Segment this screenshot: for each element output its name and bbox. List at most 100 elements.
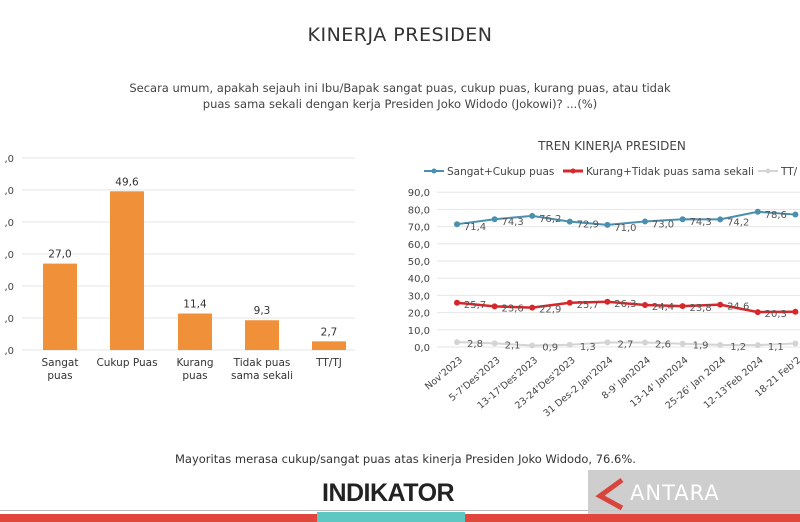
data-point	[792, 308, 799, 315]
bar	[178, 313, 212, 350]
data-label: 76,2	[539, 214, 561, 225]
data-point	[604, 221, 611, 228]
data-point	[717, 341, 724, 348]
y-tick-label: ,0	[4, 154, 14, 165]
data-point	[529, 342, 536, 349]
bar	[110, 191, 144, 350]
x-category-label: Kurang puas	[176, 357, 213, 382]
y-tick-label: 90,0	[408, 188, 430, 199]
data-point	[642, 339, 648, 346]
bar-value-label: 27,0	[48, 249, 71, 261]
data-label: 24,6	[727, 302, 749, 313]
bar-value-label: 11,4	[183, 299, 207, 311]
line-chart-title: TREN KINERJA PRESIDEN	[537, 139, 686, 153]
data-label: 73,0	[652, 219, 674, 230]
data-label: 71,0	[614, 223, 636, 234]
legend-label: Kurang+Tidak puas sama sekali	[586, 166, 754, 178]
data-label: 1,1	[768, 342, 784, 353]
bar-value-label: 9,3	[254, 305, 271, 317]
data-label: 24,4	[652, 302, 674, 313]
data-point	[717, 216, 724, 223]
data-label: 1,9	[693, 341, 709, 352]
y-tick-label: 10,0	[408, 326, 430, 337]
y-tick-label: 40,0	[408, 274, 430, 285]
antara-watermark: ANTARA	[630, 481, 720, 505]
legend-label: TT/	[780, 166, 798, 178]
data-label: 2,1	[505, 340, 521, 351]
data-label: 2,8	[467, 339, 483, 350]
data-point	[679, 303, 686, 310]
antara-logo-icon	[595, 477, 624, 511]
data-label: 22,9	[539, 305, 561, 316]
bar-value-label: 49,6	[115, 176, 139, 188]
y-tick-label: ,0	[4, 250, 14, 261]
footer-accent	[317, 512, 465, 522]
bar-chart: ,0 ,0 ,0 ,0 ,0 ,0 ,0 27,0 Sangat puas 49,6 Cukup Pu…	[4, 154, 355, 382]
data-label: 74,2	[727, 217, 749, 228]
data-label: 74,3	[501, 217, 523, 228]
legend-marker	[431, 168, 437, 174]
data-point	[679, 216, 686, 223]
y-tick-label: ,0	[4, 346, 14, 357]
x-category-label: Sangat puas	[42, 357, 79, 382]
data-label: 20,3	[765, 309, 787, 320]
survey-question: Secara umum, apakah sejauh ini Ibu/Bapak…	[129, 81, 671, 111]
y-tick-label: 0,0	[414, 343, 430, 354]
y-tick-label: ,0	[4, 218, 14, 229]
y-tick-label: ,0	[4, 282, 14, 293]
data-label: 25,7	[577, 300, 599, 311]
y-tick-label: 50,0	[408, 257, 430, 268]
y-tick-label: ,0	[4, 186, 14, 197]
bar-value-label: 2,7	[321, 326, 338, 338]
data-point	[491, 340, 498, 347]
data-point	[754, 208, 761, 215]
data-point	[679, 340, 686, 347]
legend-marker	[765, 168, 771, 174]
antara-watermark-bg	[588, 470, 800, 514]
bar	[312, 341, 346, 350]
y-tick-label: ,0	[4, 314, 14, 325]
data-point	[604, 339, 611, 346]
data-label: 74,3	[689, 217, 711, 228]
data-point	[754, 309, 761, 316]
data-label: 78,6	[765, 210, 787, 221]
page-title: KINERJA PRESIDEN	[307, 24, 493, 46]
data-point	[792, 340, 799, 347]
legend-marker	[570, 168, 576, 174]
data-point	[529, 212, 536, 219]
x-category-label: TT/TJ	[315, 357, 342, 369]
data-point	[454, 221, 460, 228]
data-point	[792, 211, 799, 218]
data-label: 72,9	[577, 220, 599, 231]
data-label: 2,6	[655, 340, 671, 351]
data-label: 71,4	[464, 222, 486, 233]
y-tick-label: 30,0	[408, 291, 430, 302]
data-point	[491, 303, 498, 310]
data-label: 0,9	[542, 342, 558, 353]
data-point	[566, 341, 573, 348]
data-point	[529, 304, 536, 311]
summary-note: Mayoritas merasa cukup/sangat puas atas …	[175, 452, 636, 466]
data-point	[491, 216, 498, 223]
data-point	[604, 298, 611, 305]
data-label: 25,7	[464, 300, 486, 311]
series-line	[456, 341, 796, 347]
data-point	[454, 339, 460, 346]
x-category-label: 31 Des-2 Jan'2024	[541, 355, 615, 419]
legend-label: Sangat+Cukup puas	[447, 166, 554, 178]
data-point	[642, 302, 648, 309]
data-point	[566, 299, 573, 306]
indikator-logo: INDIKATOR	[322, 479, 455, 507]
data-point	[566, 218, 573, 225]
x-category-label: Cukup Puas	[96, 357, 157, 369]
data-label: 1,2	[730, 342, 746, 353]
y-tick-label: 80,0	[408, 205, 430, 216]
bar	[43, 263, 77, 350]
data-point	[754, 342, 761, 349]
y-tick-label: 20,0	[408, 309, 430, 320]
x-category-label: Tidak puas sama sekali	[231, 357, 293, 382]
data-label: 2,7	[617, 339, 633, 350]
footer-divider	[0, 510, 800, 511]
line-chart: TREN KINERJA PRESIDEN 0,0 10,0 20,0 30,0 40,0…	[408, 139, 800, 419]
data-point	[454, 299, 460, 306]
